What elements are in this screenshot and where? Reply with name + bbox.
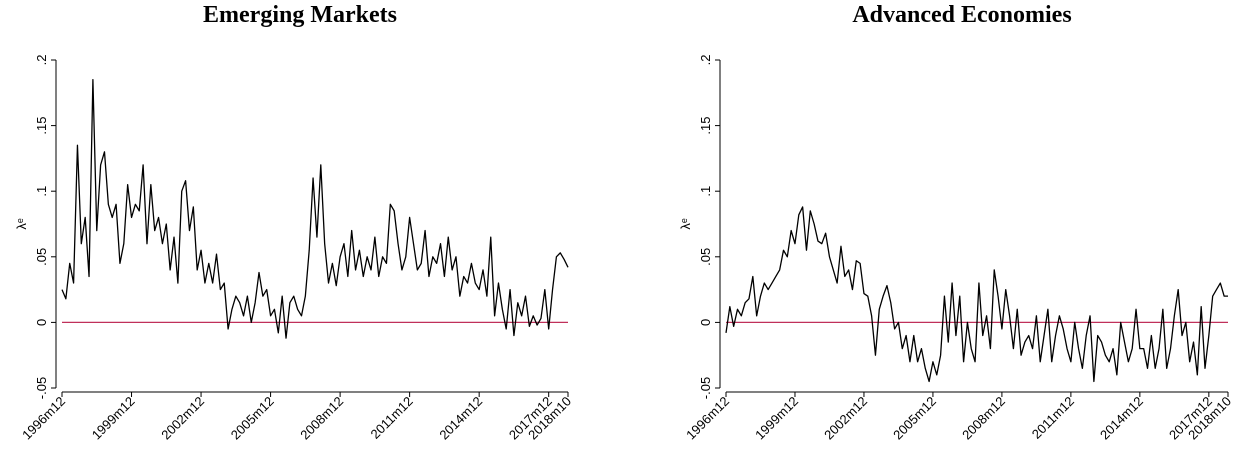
- y-tick-label: .05: [34, 248, 49, 266]
- x-tick-label: 2011m12: [1029, 394, 1077, 442]
- x-tick-label: 2005m12: [890, 394, 939, 443]
- x-tick-label: 1996m12: [683, 394, 732, 443]
- y-tick-label: 0: [698, 319, 713, 326]
- chart-title: Emerging Markets: [203, 2, 397, 28]
- x-tick-label: 2002m12: [821, 394, 870, 443]
- y-tick-label: -.05: [698, 377, 713, 399]
- x-tick-label: 2002m12: [158, 394, 207, 443]
- x-tick-label: 1999m12: [752, 394, 801, 443]
- data-line: [725, 206, 1228, 383]
- x-tick-label: 2014m12: [1097, 394, 1146, 443]
- y-tick-label: 0: [34, 319, 49, 326]
- chart-panel: Emerging Markets λᵉ -.05 0 .05 .1 .15 .2 1996m12…: [14, 2, 574, 442]
- chart-title: Advanced Economies: [852, 2, 1071, 28]
- x-tick-label: 2014m12: [436, 394, 485, 443]
- y-tick-label: -.05: [34, 377, 49, 399]
- x-tick-label: 1996m12: [19, 394, 68, 443]
- y-tick-label: .15: [34, 117, 49, 135]
- y-tick-label: .1: [34, 186, 49, 197]
- x-tick-label: 2008m12: [297, 394, 346, 443]
- y-tick-label: .1: [698, 186, 713, 197]
- x-tick-label: 2008m12: [959, 394, 1008, 443]
- x-tick-label: 1999m12: [89, 394, 138, 443]
- data-line: [61, 79, 569, 339]
- chart-panel: Advanced Economies λᵉ -.05 0 .05 .1 .15 .2 1996m…: [678, 2, 1233, 442]
- y-tick-label: .05: [698, 248, 713, 266]
- x-tick-label: 2005m12: [228, 394, 277, 443]
- x-tick-label: 2011m12: [367, 394, 415, 442]
- y-tick-label: .15: [698, 117, 713, 135]
- y-tick-label: .2: [698, 55, 713, 66]
- y-axis-label: λᵉ: [14, 218, 29, 230]
- y-axis-label: λᵉ: [678, 218, 693, 230]
- y-tick-label: .2: [34, 55, 49, 66]
